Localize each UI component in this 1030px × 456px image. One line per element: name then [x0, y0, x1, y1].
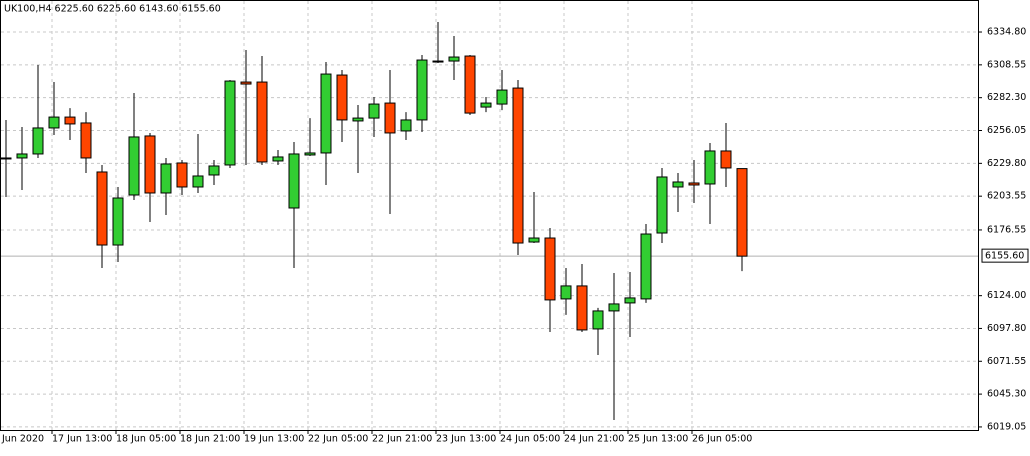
y-tick-label: 6045.30: [987, 389, 1026, 400]
candle-body: [656, 176, 668, 234]
candle-body: [272, 156, 284, 162]
candle-body: [672, 181, 684, 188]
candle-body: [176, 162, 188, 188]
y-tick-label: 6256.05: [987, 125, 1026, 136]
candle-body: [144, 135, 156, 194]
x-tick-label: 24 Jun 05:00: [500, 434, 560, 445]
x-tick-label: 18 Jun 21:00: [180, 434, 240, 445]
y-tick-label: 6203.55: [987, 191, 1026, 202]
candle-body: [432, 60, 444, 63]
y-tick-label: 6334.80: [987, 27, 1026, 38]
candle-body: [688, 182, 700, 186]
candle-body: [384, 102, 396, 134]
candle-body: [112, 197, 124, 246]
x-tick-label: Jun 2020: [1, 434, 44, 445]
candle-body: [208, 165, 220, 176]
candle-body: [192, 175, 204, 188]
last-price-box: [981, 248, 1029, 263]
y-tick-label: 6097.80: [987, 323, 1026, 334]
x-tick-label: 18 Jun 05:00: [116, 434, 176, 445]
candle-body: [592, 310, 604, 330]
candle-body: [448, 56, 460, 62]
x-tick-label: 24 Jun 21:00: [564, 434, 624, 445]
candle-body: [624, 297, 636, 304]
candle-body: [736, 168, 748, 257]
y-tick-label: 6124.00: [987, 290, 1026, 301]
candle-body: [704, 150, 716, 185]
candle-body: [416, 59, 428, 121]
x-tick-label: 22 Jun 21:00: [372, 434, 432, 445]
candle-body: [320, 73, 332, 154]
candle-body: [640, 233, 652, 300]
candle-body: [304, 152, 316, 156]
candle-body: [528, 237, 540, 243]
candle-body: [576, 285, 588, 331]
x-tick-label: 26 Jun 05:00: [692, 434, 752, 445]
y-tick-label: 6019.05: [987, 421, 1026, 432]
y-tick-label: 6308.55: [987, 59, 1026, 70]
candle-body: [240, 81, 252, 85]
chart-title: UK100,H4 6225.60 6225.60 6143.60 6155.60: [4, 4, 221, 15]
candle-body: [16, 153, 28, 159]
candle-body: [128, 136, 140, 196]
candle-body: [96, 171, 108, 246]
candle-body: [32, 127, 44, 155]
y-tick-label: 6071.55: [987, 356, 1026, 367]
x-tick-label: 17 Jun 13:00: [52, 434, 112, 445]
candle-body: [608, 303, 620, 312]
candle-body: [256, 81, 268, 163]
plot-frame: [0, 0, 979, 431]
candle-body: [464, 55, 476, 114]
candle-body: [512, 87, 524, 244]
x-tick-label: 19 Jun 13:00: [244, 434, 304, 445]
x-tick-label: 22 Jun 05:00: [308, 434, 368, 445]
candle-body: [400, 119, 412, 132]
candle-body: [64, 116, 76, 125]
candle-body: [336, 74, 348, 121]
y-tick-label: 6176.55: [987, 224, 1026, 235]
candle-body: [480, 102, 492, 108]
candle-body: [48, 116, 60, 129]
x-tick-label: 25 Jun 13:00: [628, 434, 688, 445]
candle-body: [496, 89, 508, 105]
candle-body: [544, 237, 556, 301]
last-price-label: 6155.60: [985, 251, 1024, 262]
candle-body: [560, 285, 572, 300]
x-tick-label: 23 Jun 13:00: [436, 434, 496, 445]
candle-body: [80, 122, 92, 159]
candle-body: [160, 163, 172, 194]
candle-body: [720, 150, 732, 169]
candle-body: [224, 80, 236, 166]
candle-body: [368, 103, 380, 119]
y-tick-label: 6229.80: [987, 158, 1026, 169]
candle-body: [352, 117, 364, 122]
y-tick-label: 6282.30: [987, 92, 1026, 103]
candle-body: [0, 157, 12, 160]
candle-body: [288, 153, 300, 209]
